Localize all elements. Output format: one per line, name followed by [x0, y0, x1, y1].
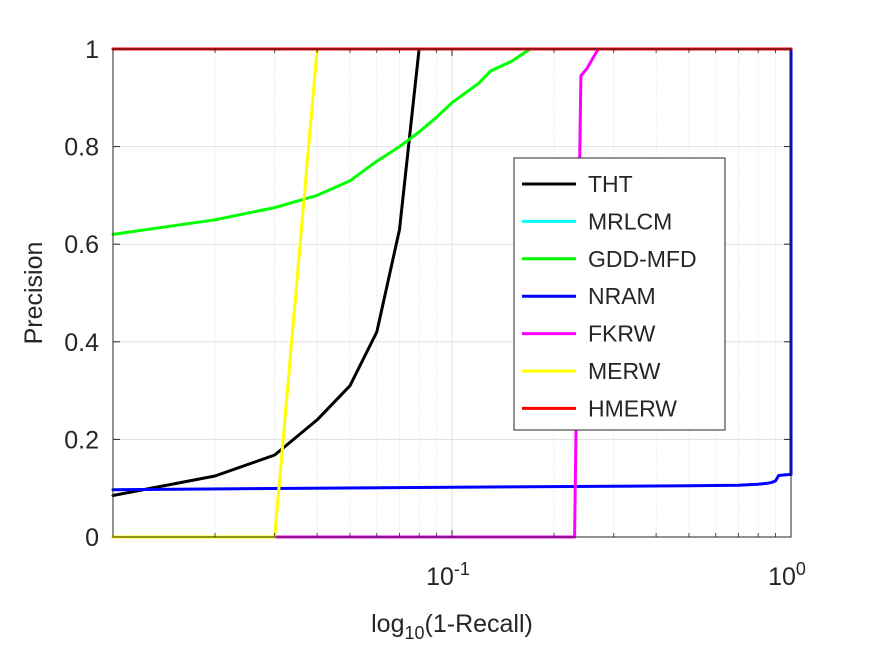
y-tick-label: 0.8	[64, 134, 99, 162]
y-tick-label: 0	[85, 524, 99, 552]
x-tick-label-exponent: 0	[796, 559, 806, 579]
legend-box	[513, 157, 726, 431]
x-axis-label-base: log	[371, 610, 404, 638]
x-tick-label-exponent: -1	[454, 559, 470, 579]
x-tick-label-base: 10	[426, 563, 454, 591]
legend: THT MRLCM GDD-MFD NRAM FKRW MERW HMERW	[513, 157, 726, 431]
series-line-nram	[111, 47, 793, 492]
y-tick-label: 0.2	[64, 426, 99, 454]
legend-label-fkrw: FKRW	[588, 321, 656, 347]
legend-label-mrlcm: MRLCM	[588, 208, 672, 234]
legend-label-nram: NRAM	[588, 283, 656, 309]
x-axis-label-rest: (1-Recall)	[425, 610, 533, 638]
legend-label-merw: MERW	[588, 358, 661, 384]
y-tick-label: 1	[85, 36, 99, 64]
x-tick-label: 10-1	[426, 559, 470, 591]
x-tick-labels: 10-1 100	[426, 559, 806, 591]
legend-label-tht: THT	[588, 171, 633, 197]
series-line-tht	[111, 47, 421, 497]
series-line-gdd-mfd	[111, 47, 532, 236]
y-tick-label: 0.6	[64, 231, 99, 259]
y-tick-labels: 0 0.2 0.4 0.6 0.8 1	[64, 36, 99, 552]
legend-label-hmerw: HMERW	[588, 395, 677, 421]
x-tick-label-base: 10	[768, 563, 796, 591]
ticks	[113, 48, 792, 538]
x-axis-label: log10(1-Recall)	[371, 610, 533, 643]
x-tick-label: 100	[768, 559, 806, 591]
x-axis-label-subscript: 10	[404, 623, 424, 643]
legend-label-gdd-mfd: GDD-MFD	[588, 246, 697, 272]
y-tick-label: 0.4	[64, 329, 99, 357]
y-axis-label: Precision	[20, 242, 48, 345]
